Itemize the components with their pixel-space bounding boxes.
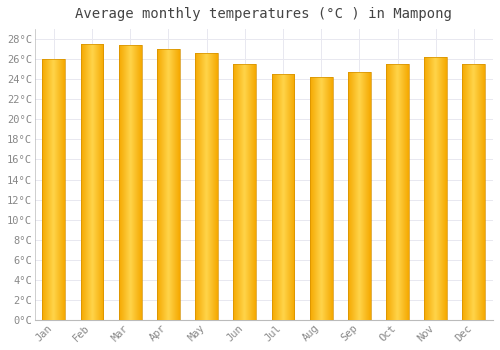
Bar	[234, 64, 256, 320]
Bar	[119, 45, 142, 320]
Bar	[80, 44, 104, 320]
Bar	[462, 64, 485, 320]
Bar	[310, 77, 332, 320]
Bar	[42, 59, 66, 320]
Bar	[272, 74, 294, 320]
Bar	[424, 57, 447, 320]
Title: Average monthly temperatures (°C ) in Mampong: Average monthly temperatures (°C ) in Ma…	[76, 7, 452, 21]
Bar	[157, 49, 180, 320]
Bar	[386, 64, 409, 320]
Bar	[348, 72, 371, 320]
Bar	[195, 53, 218, 320]
